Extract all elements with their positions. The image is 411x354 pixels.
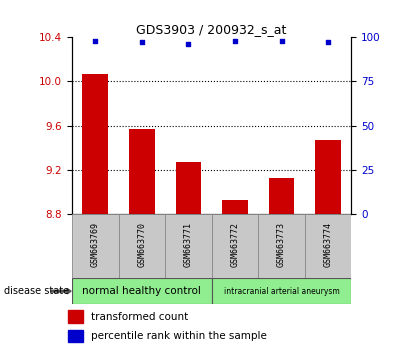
Text: GSM663770: GSM663770 xyxy=(137,222,146,267)
Bar xyxy=(212,278,351,304)
Point xyxy=(185,41,192,47)
Bar xyxy=(72,214,118,278)
Text: GSM663773: GSM663773 xyxy=(277,222,286,267)
Text: GSM663771: GSM663771 xyxy=(184,222,193,267)
Point xyxy=(139,40,145,45)
Text: percentile rank within the sample: percentile rank within the sample xyxy=(91,331,267,341)
Title: GDS3903 / 200932_s_at: GDS3903 / 200932_s_at xyxy=(136,23,287,36)
Bar xyxy=(315,140,341,214)
Bar xyxy=(269,178,294,214)
Text: disease state: disease state xyxy=(4,286,69,296)
Text: GSM663769: GSM663769 xyxy=(91,222,100,267)
Bar xyxy=(82,74,108,214)
Text: GSM663774: GSM663774 xyxy=(323,222,332,267)
Bar xyxy=(68,310,83,322)
Bar xyxy=(165,214,212,278)
Bar xyxy=(118,214,165,278)
Point xyxy=(232,38,238,44)
Text: GSM663772: GSM663772 xyxy=(231,222,240,267)
Bar xyxy=(258,214,305,278)
Text: normal healthy control: normal healthy control xyxy=(82,286,201,296)
Bar xyxy=(175,162,201,214)
Bar xyxy=(305,214,351,278)
Point xyxy=(92,38,99,44)
Bar xyxy=(129,129,155,214)
Point xyxy=(278,38,285,44)
Bar xyxy=(212,214,258,278)
Text: transformed count: transformed count xyxy=(91,312,189,322)
Text: intracranial arterial aneurysm: intracranial arterial aneurysm xyxy=(224,287,339,296)
Bar xyxy=(72,278,212,304)
Bar xyxy=(68,330,83,342)
Point xyxy=(325,40,331,45)
Bar xyxy=(222,200,248,214)
